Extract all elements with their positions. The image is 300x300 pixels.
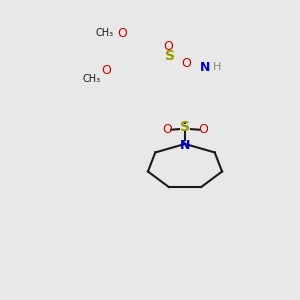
Text: N: N: [180, 139, 190, 152]
Text: S: S: [165, 49, 175, 62]
Text: N: N: [200, 61, 210, 74]
Text: H: H: [213, 62, 221, 72]
Text: O: O: [162, 123, 172, 136]
Text: O: O: [101, 64, 111, 77]
Text: O: O: [163, 40, 173, 52]
Text: O: O: [198, 123, 208, 136]
Text: S: S: [180, 120, 190, 134]
Text: O: O: [181, 57, 191, 70]
Text: CH₃: CH₃: [95, 28, 113, 38]
Text: O: O: [117, 26, 127, 40]
Text: CH₃: CH₃: [83, 74, 101, 84]
